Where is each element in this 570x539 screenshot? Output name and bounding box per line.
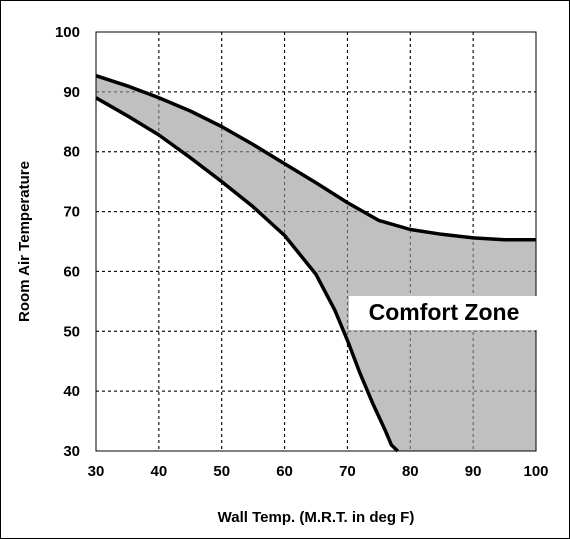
x-tick-label: 80 <box>402 463 419 480</box>
x-tick-label: 90 <box>465 463 482 480</box>
comfort-zone-label: Comfort Zone <box>369 299 520 325</box>
comfort-zone-area <box>96 75 536 451</box>
y-axis-title: Room Air Temperature <box>16 161 33 322</box>
x-tick-label: 30 <box>88 463 105 480</box>
x-tick-label: 60 <box>276 463 293 480</box>
x-tick-label: 50 <box>213 463 230 480</box>
y-tick-label: 70 <box>63 204 80 221</box>
lower-boundary-line <box>95 96 399 453</box>
y-tick-label: 100 <box>55 24 80 41</box>
plot-area-border <box>95 31 537 452</box>
y-tick-label: 90 <box>63 84 80 101</box>
x-tick-label: 40 <box>151 463 168 480</box>
x-tick-label: 100 <box>523 463 548 480</box>
x-axis-title: Wall Temp. (M.R.T. in deg F) <box>218 509 415 526</box>
y-tick-label: 40 <box>63 383 80 400</box>
y-tick-label: 30 <box>63 443 80 460</box>
y-axis-ticks: 30 40 50 60 70 80 90 100 <box>55 24 80 460</box>
y-tick-label: 80 <box>63 144 80 161</box>
y-tick-label: 60 <box>63 263 80 280</box>
upper-boundary-line <box>95 74 536 242</box>
y-tick-label: 50 <box>63 323 80 340</box>
x-tick-label: 70 <box>339 463 356 480</box>
annotation-background <box>349 296 538 330</box>
grid-overlay <box>96 32 536 451</box>
x-axis-ticks: 30 40 50 60 70 80 90 100 <box>88 463 549 480</box>
